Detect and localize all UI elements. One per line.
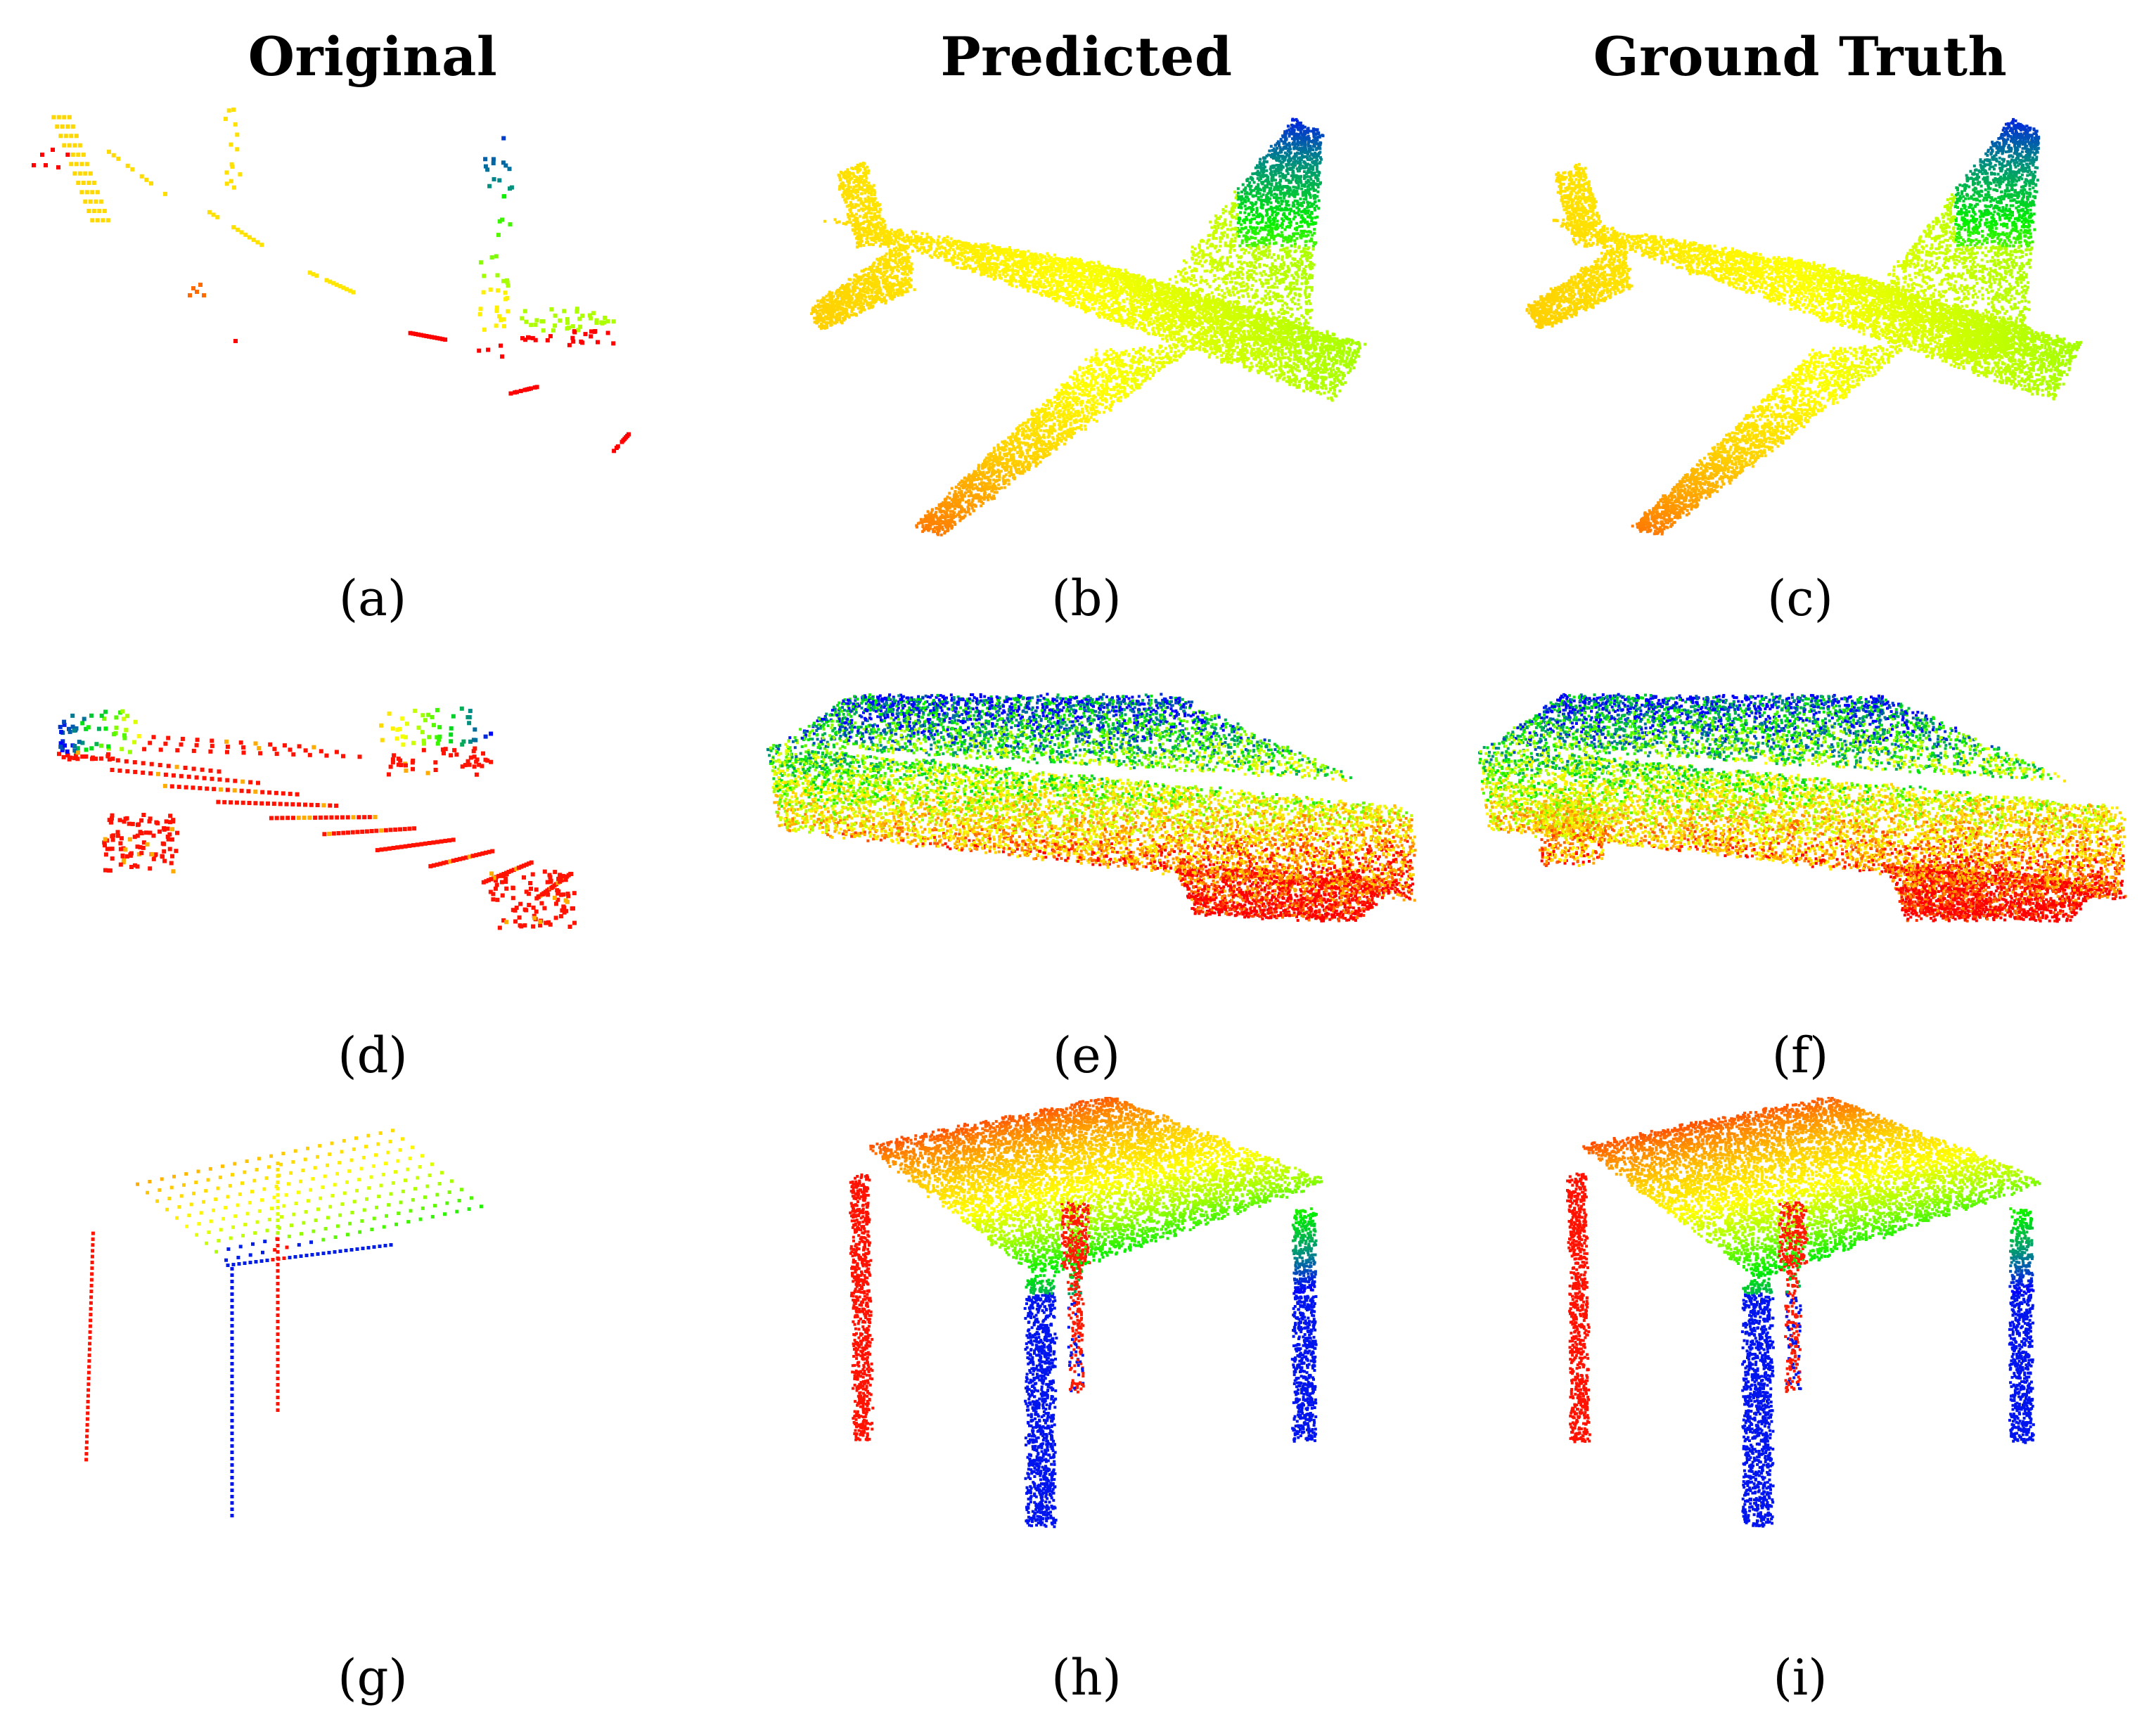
caption-f: (f) — [1772, 1027, 1829, 1084]
caption-h: (h) — [1051, 1649, 1122, 1706]
column-title-predicted: Predicted — [941, 25, 1233, 88]
caption-d: (d) — [338, 1027, 407, 1084]
column-title-ground-truth: Ground Truth — [1593, 25, 2007, 88]
panel-f-ground-truth-car — [1449, 668, 2152, 1005]
panel-b-predicted-airplane — [745, 105, 1435, 555]
caption-i: (i) — [1773, 1649, 1827, 1706]
caption-b: (b) — [1051, 570, 1121, 627]
column-title-original: Original — [248, 25, 498, 88]
panel-a-original-airplane — [28, 105, 717, 555]
caption-a: (a) — [339, 570, 406, 627]
panel-g-original-table — [28, 1097, 717, 1631]
panel-e-predicted-car — [738, 668, 1442, 1005]
panel-h-predicted-table — [745, 1097, 1435, 1631]
caption-g: (g) — [338, 1649, 407, 1706]
caption-e: (e) — [1053, 1027, 1120, 1084]
panel-c-ground-truth-airplane — [1463, 105, 2152, 555]
caption-c: (c) — [1767, 570, 1833, 627]
panel-i-ground-truth-table — [1463, 1097, 2152, 1631]
panel-d-original-car — [14, 668, 717, 1005]
